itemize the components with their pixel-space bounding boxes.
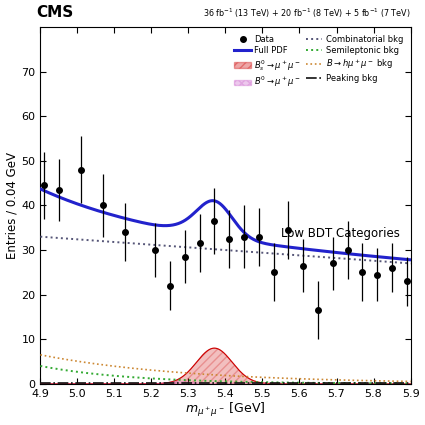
X-axis label: $m_{\mu^+\mu^-}$ [GeV]: $m_{\mu^+\mu^-}$ [GeV] (185, 402, 266, 419)
Text: CMS: CMS (37, 5, 74, 20)
Text: Low BDT Categories: Low BDT Categories (280, 227, 399, 240)
Legend: Data, Full PDF, $B_s^0 \rightarrow \mu^+\mu^-$, $B^0 \rightarrow \mu^+\mu^-$, Co: Data, Full PDF, $B_s^0 \rightarrow \mu^+… (231, 31, 406, 93)
Y-axis label: Entries / 0.04 GeV: Entries / 0.04 GeV (6, 152, 19, 259)
Text: 36 fb$^{-1}$ (13 TeV) + 20 fb$^{-1}$ (8 TeV) + 5 fb$^{-1}$ (7 TeV): 36 fb$^{-1}$ (13 TeV) + 20 fb$^{-1}$ (8 … (203, 6, 411, 20)
